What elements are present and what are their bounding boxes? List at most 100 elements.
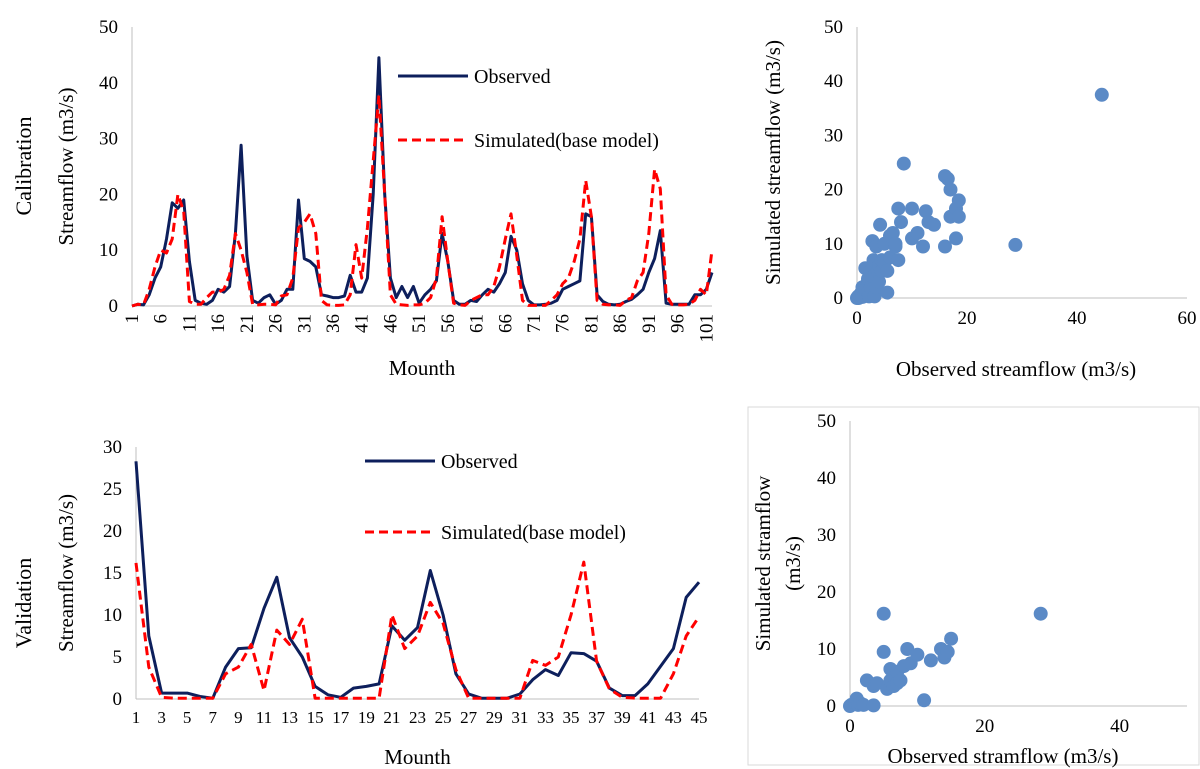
x-tick-label: 20 xyxy=(958,308,977,329)
x-tick-label: 41 xyxy=(639,708,656,727)
x-tick-label: 31 xyxy=(511,708,528,727)
x-tick-label: 16 xyxy=(208,314,229,333)
x-tick-label: 17 xyxy=(332,708,350,727)
scatter-point xyxy=(910,226,925,240)
y-tick-label: 5 xyxy=(113,647,123,668)
x-tick-label: 41 xyxy=(352,314,373,333)
y-tick-label: 20 xyxy=(824,180,843,201)
x-tick-label: 45 xyxy=(691,708,708,727)
scatter-point xyxy=(943,182,958,197)
x-tick-label: 3 xyxy=(157,708,166,727)
y-axis-title: Simulated streamflow (m3/s) xyxy=(761,40,785,285)
x-tick-label: 33 xyxy=(537,708,554,727)
calibration-scatter-chart: 0 10 20 30 40 50 0 20 40 60 Observed streamflow (m… xyxy=(761,17,1197,381)
scatter-point xyxy=(888,236,903,251)
x-tick-label: 27 xyxy=(460,708,478,727)
y-tick-label: 30 xyxy=(99,129,118,150)
x-tick-label: 11 xyxy=(256,708,272,727)
scatter-point xyxy=(944,631,959,646)
x-tick-label: 7 xyxy=(209,708,218,727)
x-axis-title: Mounth xyxy=(384,745,451,769)
x-tick-label: 20 xyxy=(975,716,994,737)
y-tick-label: 10 xyxy=(824,234,843,255)
x-tick-label: 43 xyxy=(665,708,682,727)
y-axis-title-line1: Simulated stramflow xyxy=(751,475,775,651)
scatter-point xyxy=(873,217,888,232)
legend-simulated-label: Simulated(base model) xyxy=(441,522,626,544)
x-tick-label: 91 xyxy=(639,314,660,333)
x-tick-label: 81 xyxy=(581,314,602,333)
x-tick-label: 71 xyxy=(524,314,545,333)
scatter-point xyxy=(896,156,911,171)
x-tick-label: 86 xyxy=(610,314,631,333)
x-tick-label: 56 xyxy=(438,314,459,333)
y-tick-label: 50 xyxy=(817,411,836,432)
x-tick-label: 31 xyxy=(294,314,315,333)
scatter-point xyxy=(927,217,941,232)
x-tick-label: 35 xyxy=(563,708,580,727)
y-tick-label: 25 xyxy=(103,479,122,500)
legend-observed-label: Observed xyxy=(441,451,518,473)
x-tick-label: 21 xyxy=(237,314,258,333)
scatter-point xyxy=(940,171,955,186)
x-tick-label: 40 xyxy=(1110,716,1129,737)
y-axis-title-line2: (m3/s) xyxy=(781,536,805,591)
scatter-point xyxy=(910,647,925,662)
scatter-point xyxy=(949,231,963,246)
scatter-point xyxy=(893,673,908,688)
y-tick-label: 10 xyxy=(99,240,118,261)
scatter-point xyxy=(916,239,930,254)
legend-observed-label: Observed xyxy=(474,66,551,88)
chart-frame xyxy=(747,406,1200,766)
y-tick-label: 0 xyxy=(827,696,837,717)
y-tick-label: 20 xyxy=(817,582,836,603)
y-tick-label: 10 xyxy=(103,605,122,626)
row-label-validation: Validation xyxy=(11,558,36,648)
y-tick-label: 0 xyxy=(109,296,119,317)
x-tick-label: 66 xyxy=(495,314,516,333)
scatter-point xyxy=(872,274,886,289)
scatter-point xyxy=(917,693,932,708)
x-tick-label: 19 xyxy=(358,708,375,727)
x-axis-title: Mounth xyxy=(389,356,456,380)
legend-simulated-label: Simulated(base model) xyxy=(474,130,659,152)
scatter-point xyxy=(866,698,881,713)
x-tick-label: 25 xyxy=(435,708,452,727)
y-tick-label: 30 xyxy=(817,525,836,546)
x-tick-label: 76 xyxy=(553,314,574,333)
x-axis-title: Observed stramflow (m3/s) xyxy=(888,744,1119,768)
x-tick-label: 61 xyxy=(467,314,488,333)
x-axis-title: Observed streamflow (m3/s) xyxy=(896,357,1136,381)
observed-series-line xyxy=(134,461,701,700)
scatter-point xyxy=(940,644,955,659)
simulated-series-line xyxy=(131,93,714,308)
scatter-point xyxy=(1008,237,1023,252)
x-tick-label: 9 xyxy=(234,708,243,727)
observed-series-line xyxy=(131,56,714,308)
scatter-point xyxy=(905,201,919,216)
scatter-point xyxy=(885,226,900,240)
y-axis-title: Streamflow (m3/s) xyxy=(54,87,78,245)
x-tick-label: 96 xyxy=(668,314,689,333)
scatter-point xyxy=(891,253,906,268)
scatter-point xyxy=(1094,87,1109,102)
y-tick-label: 40 xyxy=(824,71,843,92)
y-tick-label: 30 xyxy=(824,125,843,146)
x-tick-label: 60 xyxy=(1178,308,1197,329)
x-tick-label: 5 xyxy=(183,708,192,727)
x-tick-label: 29 xyxy=(486,708,503,727)
y-tick-label: 10 xyxy=(817,639,836,660)
x-tick-label: 51 xyxy=(409,314,430,333)
y-tick-label: 0 xyxy=(113,689,123,710)
x-tick-label: 46 xyxy=(380,314,401,333)
x-tick-label: 13 xyxy=(281,708,298,727)
x-tick-label: 23 xyxy=(409,708,426,727)
x-tick-label: 37 xyxy=(588,708,606,727)
y-tick-label: 30 xyxy=(103,437,122,458)
y-axis-title: Streamflow (m3/s) xyxy=(54,494,78,652)
x-tick-label: 40 xyxy=(1068,308,1087,329)
x-tick-label: 6 xyxy=(151,314,172,324)
scatter-point xyxy=(876,606,891,621)
